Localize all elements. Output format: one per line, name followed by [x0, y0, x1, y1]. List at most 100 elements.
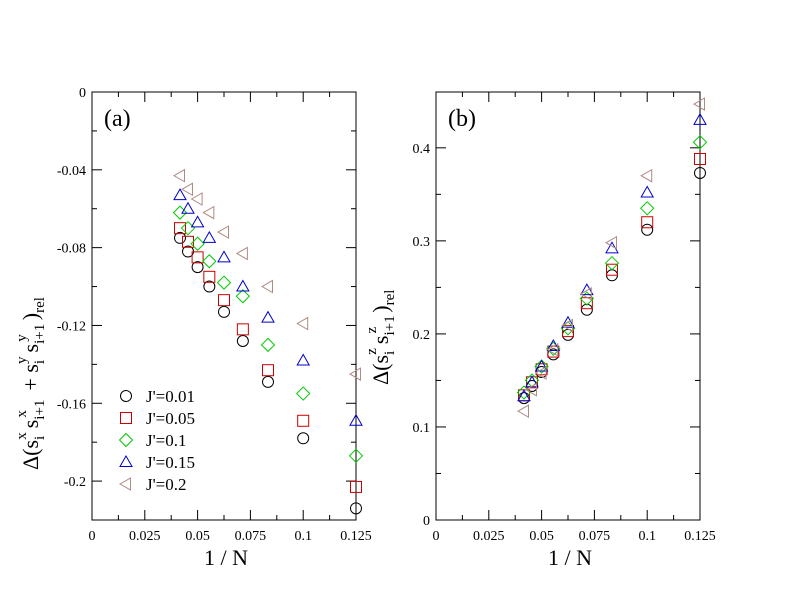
- panel-b-point: [534, 366, 547, 380]
- panel-b-point: [534, 359, 549, 374]
- panel-a-ylabel-delta: Δ(s: [18, 440, 43, 470]
- panel-b-point: [641, 223, 654, 236]
- panel-a-point: [261, 310, 275, 323]
- legend-label: J'=0.05: [146, 409, 195, 428]
- panel-a-ylabel-s2: s: [18, 344, 43, 353]
- panel-b-point: [692, 135, 708, 150]
- panel-a-point: [190, 236, 205, 251]
- panel-a-point: [202, 254, 217, 269]
- panel-b-point: [524, 382, 538, 397]
- panel-b-xtick-label: 0.075: [579, 529, 611, 544]
- panel-a-point: [174, 222, 187, 235]
- panel-a-point: [236, 335, 249, 348]
- panel-a-point: [235, 289, 251, 304]
- panel-b-points: [516, 97, 708, 419]
- panel-a-ytick-label: -0.04: [57, 164, 86, 179]
- panel-a-point: [236, 323, 249, 336]
- panel-a-series-0: [174, 231, 362, 515]
- panel-a-xtick-label: 0: [89, 529, 96, 544]
- panel-a-point: [216, 225, 229, 239]
- panel-a-point: [217, 250, 231, 263]
- panel-a-xtick-label: 0.1: [294, 529, 312, 544]
- panel-b-label: (b): [448, 106, 476, 132]
- legend-label: J'=0.01: [146, 387, 195, 406]
- panel-a-ytick-label: -0.08: [57, 242, 86, 257]
- panel-a-xlabel: 1 / N: [204, 545, 248, 570]
- panel-b-point: [694, 152, 706, 165]
- panel-b-ylabel-rel: rel: [382, 290, 398, 306]
- panel-a-ylabel-sub-i3: i+1: [32, 324, 48, 344]
- panel-a-point: [190, 192, 203, 206]
- panel-a-ylabel-sup-x2: x: [14, 410, 30, 418]
- svg-text:Δ(sixsi+1x + siysi+1y)rel: Δ(sixsi+1x + siysi+1y)rel: [14, 297, 48, 470]
- panel-a-point: [348, 448, 364, 464]
- panel-b-ytick-label: 0.3: [413, 235, 431, 250]
- panel-b-point: [517, 389, 531, 402]
- panel-a-ytick-label: -0.2: [64, 475, 86, 490]
- panel-a-point: [260, 279, 273, 294]
- panel-a-ylabel-sub-i: i: [32, 436, 48, 440]
- panel-a-ylabel: Δ(sixsi+1x + siysi+1y)rel: [14, 297, 48, 470]
- panel-b-point: [546, 342, 559, 357]
- panel-b-point: [516, 404, 530, 419]
- panel-a-point: [260, 337, 276, 353]
- panel-a-point: [173, 188, 187, 201]
- panel-a-point: [348, 367, 361, 381]
- panel-a-point: [190, 215, 205, 228]
- panel-a-point: [296, 316, 309, 331]
- panel-b-point: [580, 303, 593, 316]
- panel-a-ytick-label: -0.16: [57, 397, 86, 412]
- panel-b-xtick-label: 0.025: [473, 529, 505, 544]
- panel-a-point: [172, 205, 188, 220]
- panel-b-ylabel-sub-i: i: [382, 351, 398, 355]
- panel-a-point: [203, 280, 216, 293]
- panel-a-point: [349, 413, 363, 426]
- panel-a-ylabel-sub-i2: i: [32, 360, 48, 364]
- panel-b: 0 0.025 0.05 0.075 0.1 0.125 0 0.1 0.2 0.3 0.4 (b)…: [364, 91, 716, 570]
- panel-a-point: [180, 182, 194, 197]
- legend-label: J'=0.1: [146, 431, 187, 450]
- panel-a-ylabel-sup-y: y: [14, 356, 30, 364]
- panel-a-point: [296, 353, 311, 366]
- panel-b-ylabel-sup-z2: z: [364, 326, 380, 333]
- panel-b-point: [579, 287, 592, 301]
- panel-a-xtick-label: 0.125: [340, 529, 372, 544]
- panel-a-xtick-label: 0.05: [185, 529, 210, 544]
- panel-b-ytick-label: 0.1: [413, 421, 431, 436]
- panel-a-series-2: [172, 205, 364, 464]
- panel-a-point: [235, 246, 248, 261]
- legend-marker: [120, 390, 132, 402]
- panel-b-point: [694, 166, 706, 179]
- panel-b-point: [561, 315, 575, 328]
- panel-a-ytick-label: -0.12: [57, 319, 86, 334]
- panel-b-point: [518, 392, 531, 405]
- panel-a-point: [218, 294, 230, 307]
- panel-b-ytick-label: 0.2: [413, 328, 431, 343]
- panel-b-axes: 0 0.025 0.05 0.075 0.1 0.125 0 0.1 0.2 0.3 0.4: [413, 92, 716, 544]
- panel-b-point: [604, 235, 617, 250]
- legend-marker: [120, 412, 132, 424]
- panel-b-point: [640, 168, 653, 183]
- panel-a-ylabel-s: s: [18, 420, 43, 429]
- panel-b-point: [640, 185, 655, 198]
- legend-marker: [119, 454, 133, 467]
- panel-a-point: [202, 230, 217, 243]
- panel-b-point: [516, 385, 532, 400]
- panel-b-ylabel: Δ(sizsi+1z)rel: [364, 290, 398, 385]
- panel-b-xtick-label: 0.05: [529, 529, 554, 544]
- panel-a-ylabel-sup-x: x: [14, 432, 30, 440]
- panel-a-series-4: [172, 168, 361, 381]
- panel-a-point: [172, 168, 186, 183]
- panel-b-point: [562, 325, 574, 338]
- panel-b-ylabel-sup-z: z: [364, 348, 380, 355]
- panel-a-point: [297, 414, 310, 427]
- panel-a-ylabel-plus: + s: [18, 364, 43, 396]
- panel-a-ylabel-sub-i1: i+1: [32, 400, 48, 420]
- legend-label: J'=0.15: [146, 453, 195, 472]
- panel-b-point: [692, 97, 705, 111]
- panel-b-ylabel-sub-i1: i+1: [382, 315, 398, 335]
- panel-a-ytick-label: 0: [79, 86, 86, 101]
- panel-a-axes: 0 0.025 0.05 0.075 0.1 0.125 0 -0.04 -0.08 -0.12 -…: [57, 86, 372, 544]
- panel-b-ylabel-delta: Δ(s: [368, 355, 393, 385]
